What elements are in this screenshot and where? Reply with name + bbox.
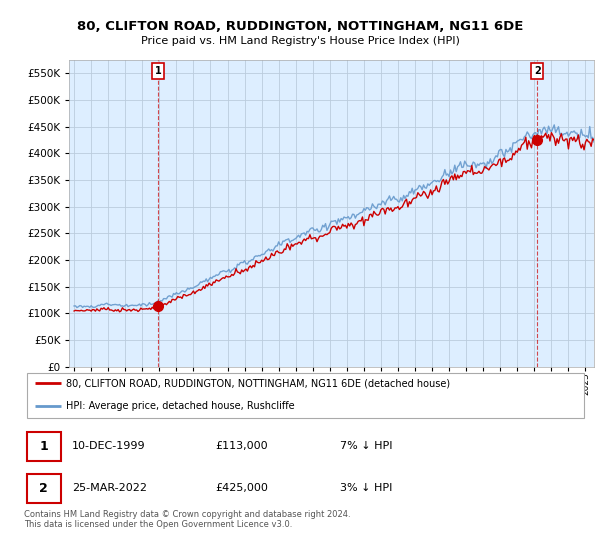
Text: 1: 1 xyxy=(40,440,48,453)
Text: £113,000: £113,000 xyxy=(216,441,268,451)
FancyBboxPatch shape xyxy=(27,474,61,503)
Text: 3% ↓ HPI: 3% ↓ HPI xyxy=(340,483,392,493)
Text: 80, CLIFTON ROAD, RUDDINGTON, NOTTINGHAM, NG11 6DE: 80, CLIFTON ROAD, RUDDINGTON, NOTTINGHAM… xyxy=(77,20,523,32)
Text: 25-MAR-2022: 25-MAR-2022 xyxy=(72,483,147,493)
Text: Contains HM Land Registry data © Crown copyright and database right 2024.
This d: Contains HM Land Registry data © Crown c… xyxy=(24,510,350,529)
Text: Price paid vs. HM Land Registry's House Price Index (HPI): Price paid vs. HM Land Registry's House … xyxy=(140,36,460,46)
Text: £425,000: £425,000 xyxy=(216,483,269,493)
FancyBboxPatch shape xyxy=(27,373,584,418)
Text: 2: 2 xyxy=(534,66,541,76)
FancyBboxPatch shape xyxy=(27,432,61,461)
Text: 80, CLIFTON ROAD, RUDDINGTON, NOTTINGHAM, NG11 6DE (detached house): 80, CLIFTON ROAD, RUDDINGTON, NOTTINGHAM… xyxy=(66,378,451,388)
Text: 7% ↓ HPI: 7% ↓ HPI xyxy=(340,441,392,451)
Text: 2: 2 xyxy=(40,482,48,495)
Text: 10-DEC-1999: 10-DEC-1999 xyxy=(72,441,146,451)
Text: HPI: Average price, detached house, Rushcliffe: HPI: Average price, detached house, Rush… xyxy=(66,401,295,411)
Text: 1: 1 xyxy=(155,66,161,76)
